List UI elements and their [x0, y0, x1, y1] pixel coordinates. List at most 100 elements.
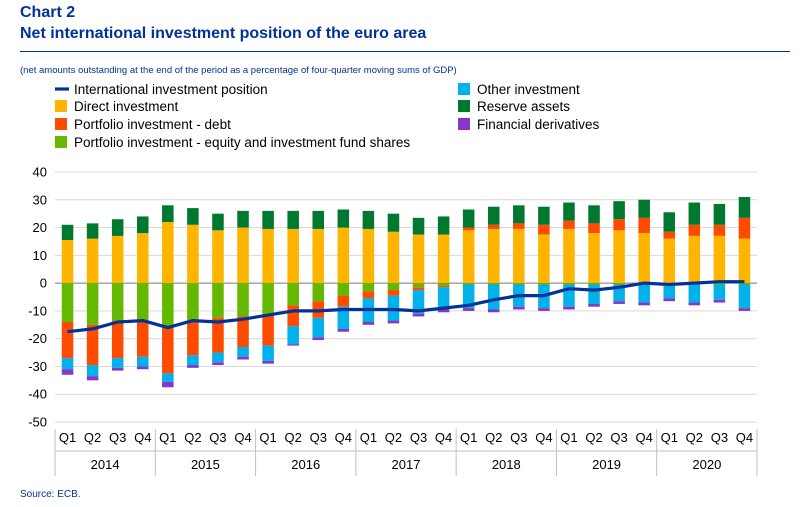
- bar-segment: [337, 306, 350, 329]
- y-tick-label: -50: [28, 415, 47, 430]
- bar-segment: [688, 202, 701, 225]
- x-tick-label: Q3: [310, 430, 327, 445]
- bar-segment: [713, 203, 726, 225]
- bar-segment: [387, 320, 400, 324]
- bar-segment: [538, 308, 550, 311]
- bar-segment: [437, 287, 450, 310]
- bar-segment: [663, 284, 676, 299]
- bar-segment: [86, 365, 99, 377]
- bar-segment: [136, 216, 149, 234]
- x-tick-label: Q1: [560, 430, 577, 445]
- bar-segment: [136, 319, 149, 357]
- grid: [55, 171, 757, 423]
- bar-segment: [362, 210, 375, 229]
- bar-segment: [187, 208, 199, 225]
- bar-segment: [638, 199, 650, 218]
- bar-segment: [61, 358, 74, 370]
- legend-swatch: [458, 100, 470, 112]
- bar-segment: [462, 284, 475, 309]
- bar-segment: [738, 238, 751, 284]
- y-tick-label: 10: [33, 248, 47, 263]
- bar-segment: [162, 381, 174, 388]
- bar-segment: [613, 283, 625, 285]
- bar-segment: [187, 224, 199, 284]
- legend-label: Other investment: [477, 82, 580, 97]
- bar-segment: [487, 228, 500, 284]
- iip-line: [67, 280, 745, 334]
- bar-segment: [262, 345, 274, 361]
- bar-segment: [337, 283, 350, 296]
- bar-segment: [713, 299, 726, 303]
- bar-segment: [713, 235, 726, 284]
- x-tick-label: Q1: [360, 430, 377, 445]
- bar-segment: [513, 283, 525, 285]
- bar-segment: [663, 238, 676, 284]
- bar-segment: [237, 283, 249, 317]
- bar-segment: [387, 290, 400, 296]
- bar-segment: [262, 360, 274, 364]
- bar-segment: [287, 326, 299, 345]
- bar-segment: [563, 284, 575, 307]
- bar-segment: [462, 230, 475, 284]
- x-axis: Q1 Q2 Q3 Q4 Q1 Q2 Q3 Q4 Q1 Q2 Q3 Q4 Q1 Q2 Q3 Q4 Q1 Q2 Q3 Q4…: [54, 429, 758, 476]
- bar-segment: [212, 213, 224, 231]
- bar-segment: [613, 230, 625, 284]
- legend-label: International investment position: [74, 82, 268, 97]
- bar-segment: [387, 231, 400, 284]
- y-tick-label: 30: [33, 192, 47, 207]
- bar-segment: [61, 369, 74, 375]
- bar-segment: [212, 352, 224, 363]
- bar-segment: [663, 298, 676, 302]
- x-tick-label: Q4: [535, 430, 552, 445]
- bar-segment: [212, 283, 224, 318]
- bar-segment: [738, 217, 751, 239]
- bar-segment: [462, 227, 475, 231]
- bar-segment: [638, 284, 650, 303]
- bar-segment: [237, 347, 249, 357]
- bar-segment: [187, 283, 199, 321]
- x-tick-label: Q3: [711, 430, 728, 445]
- x-tick-label: Q2: [84, 430, 101, 445]
- legend-swatch: [55, 118, 67, 130]
- bar-segment: [337, 209, 350, 228]
- x-tick-label: Q1: [159, 430, 176, 445]
- bar-segment: [588, 233, 600, 284]
- chart-number: Chart 2: [20, 4, 76, 21]
- legend-swatch: [458, 83, 470, 95]
- y-tick-label: -20: [28, 331, 47, 346]
- bar-segment: [61, 283, 74, 322]
- bar-segment: [312, 210, 325, 229]
- bar-segment: [237, 316, 249, 347]
- bar-segment: [588, 303, 600, 307]
- bar-segment: [187, 320, 199, 356]
- x-tick-label: Q3: [410, 430, 427, 445]
- bar-segment: [212, 317, 224, 353]
- x-tick-label: Q1: [259, 430, 276, 445]
- bar-segment: [162, 327, 174, 374]
- bar-segment: [487, 206, 500, 225]
- bar-segment: [738, 308, 751, 311]
- bar-segment: [287, 305, 299, 327]
- legend-label: Portfolio investment - equity and invest…: [74, 135, 410, 150]
- bar-segment: [111, 367, 124, 371]
- y-tick-label: 0: [40, 276, 47, 291]
- year-label: 2016: [291, 457, 320, 472]
- x-tick-label: Q4: [636, 430, 653, 445]
- bar-segment: [412, 217, 425, 235]
- y-tick-label: 40: [33, 165, 47, 180]
- bar-segment: [262, 210, 274, 229]
- bar-segment: [162, 222, 174, 284]
- bar-segment: [688, 284, 701, 303]
- bar-segment: [538, 206, 550, 225]
- bar-segment: [337, 295, 350, 307]
- bar-segment: [212, 362, 224, 366]
- x-tick-label: Q1: [460, 430, 477, 445]
- bar-segment: [563, 228, 575, 284]
- legend-label: Financial derivatives: [477, 117, 600, 132]
- y-tick-label: -30: [28, 359, 47, 374]
- bar-segment: [487, 309, 500, 313]
- bar-segment: [738, 197, 751, 218]
- bar-segment: [638, 302, 650, 306]
- bar-segment: [136, 356, 149, 367]
